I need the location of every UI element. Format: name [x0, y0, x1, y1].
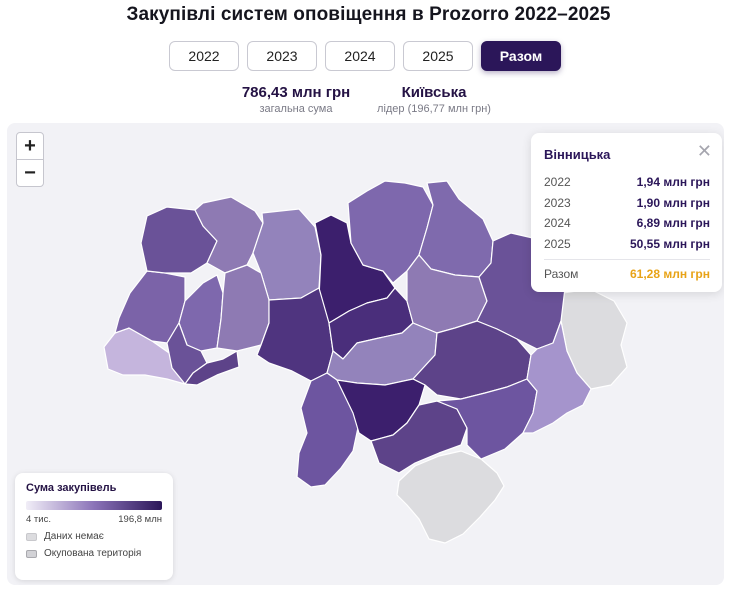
region-vinnytsia[interactable]: [256, 287, 334, 382]
year-button-total[interactable]: Разом: [481, 41, 561, 71]
tooltip-value: 1,94 млн грн: [636, 175, 710, 190]
map-panel[interactable]: + − ✕ Вінницька 2022 1,94 млн грн 2023 1…: [7, 123, 724, 585]
region-zaporizhzhia[interactable]: [436, 378, 538, 460]
leader-value: Київська: [401, 84, 467, 101]
legend-gradient: [26, 501, 162, 510]
legend-min: 4 тис.: [26, 514, 51, 525]
legend-occupied-label: Окупована територія: [44, 548, 142, 559]
zoom-in-button[interactable]: +: [24, 134, 36, 157]
legend-title: Сума закупівель: [26, 482, 117, 494]
legend-max: 196,8 млн: [118, 514, 162, 525]
tooltip-divider: [544, 259, 710, 260]
total-value: 786,43 млн грн: [241, 84, 351, 101]
year-button-2023[interactable]: 2023: [247, 41, 317, 71]
close-icon[interactable]: ✕: [696, 141, 712, 161]
zoom-control: + −: [16, 132, 44, 187]
no-data-swatch: [26, 532, 37, 541]
total-stat: 786,43 млн грн загальна сума: [236, 84, 356, 115]
total-label: загальна сума: [259, 103, 333, 115]
region-chernivtsi[interactable]: [184, 350, 240, 386]
tooltip-region-name: Вінницька: [544, 147, 611, 162]
tooltip-year: 2023: [544, 195, 571, 210]
tooltip-total-label: Разом: [544, 267, 579, 282]
tooltip-value: 6,89 млн грн: [636, 216, 710, 231]
region-crimea[interactable]: [396, 450, 505, 544]
tooltip-row: 2025 50,55 млн грн: [544, 234, 710, 255]
tooltip-year: 2024: [544, 216, 571, 231]
region-khmelnytskyi[interactable]: [216, 264, 270, 352]
tooltip-row: 2022 1,94 млн грн: [544, 172, 710, 193]
year-button-2022[interactable]: 2022: [169, 41, 239, 71]
map-legend: Сума закупівель 4 тис. 196,8 млн Даних н…: [15, 473, 173, 580]
tooltip-row: 2023 1,90 млн грн: [544, 193, 710, 214]
tooltip-total-row: Разом 61,28 млн грн: [544, 264, 710, 285]
year-button-2025[interactable]: 2025: [403, 41, 473, 71]
year-filter: 2022 2023 2024 2025 Разом: [169, 41, 561, 71]
tooltip-row: 2024 6,89 млн грн: [544, 213, 710, 234]
zoom-out-button[interactable]: −: [17, 159, 43, 186]
tooltip-value: 1,90 млн грн: [636, 195, 710, 210]
region-sumy[interactable]: [418, 180, 494, 278]
page-title: Закупівлі систем оповіщення в Prozorro 2…: [126, 4, 611, 25]
leader-label: лідер (196,77 млн грн): [377, 103, 491, 115]
ukraine-map[interactable]: [7, 123, 724, 585]
region-tooltip: ✕ Вінницька 2022 1,94 млн грн 2023 1,90 …: [531, 133, 722, 292]
legend-item-occupied: Окупована територія: [26, 548, 162, 559]
region-donetsk[interactable]: [522, 320, 592, 434]
tooltip-year: 2022: [544, 175, 571, 190]
tooltip-total-value: 61,28 млн грн: [629, 267, 710, 282]
legend-item-no-data: Даних немає: [26, 531, 162, 542]
legend-scale: 4 тис. 196,8 млн: [26, 514, 162, 525]
year-button-2024[interactable]: 2024: [325, 41, 395, 71]
tooltip-value: 50,55 млн грн: [629, 236, 710, 251]
occupied-swatch: [26, 549, 37, 558]
legend-no-data-label: Даних немає: [44, 531, 104, 542]
tooltip-year: 2025: [544, 236, 571, 251]
leader-stat: Київська лідер (196,77 млн грн): [370, 84, 498, 115]
